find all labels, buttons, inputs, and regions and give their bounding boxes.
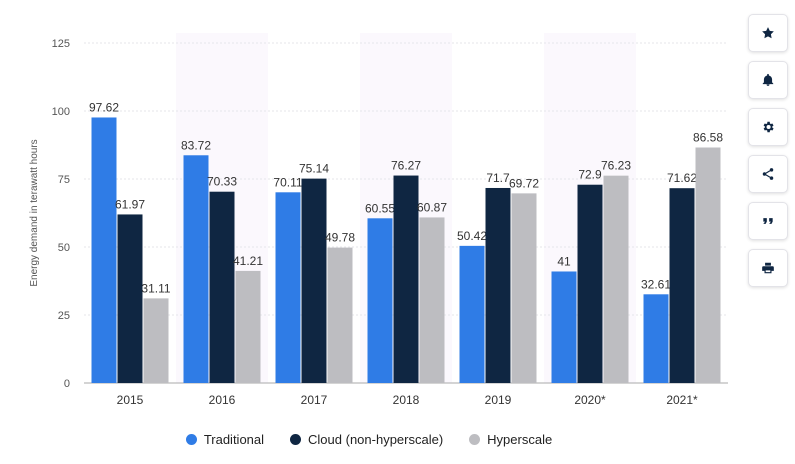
bar[interactable] <box>695 147 721 383</box>
bar[interactable] <box>183 155 209 383</box>
bar[interactable] <box>367 218 393 383</box>
bar[interactable] <box>91 117 117 383</box>
x-tick-label: 2018 <box>393 393 420 407</box>
gear-icon <box>763 121 774 133</box>
data-label: 86.58 <box>693 131 723 145</box>
data-label: 76.27 <box>391 159 421 173</box>
notification-button[interactable] <box>748 61 788 99</box>
data-label: 32.61 <box>641 277 671 291</box>
legend-label: Traditional <box>203 432 265 447</box>
y-tick-label: 75 <box>58 174 70 186</box>
quote-icon <box>763 218 773 224</box>
bar[interactable] <box>603 175 629 383</box>
data-label: 50.42 <box>457 229 487 243</box>
legend-item-cloud[interactable]: Cloud (non-hyperscale) <box>290 432 443 447</box>
bar[interactable] <box>459 245 485 383</box>
bar[interactable] <box>209 191 235 383</box>
bar[interactable] <box>327 247 353 383</box>
bar[interactable] <box>393 175 419 383</box>
legend-marker <box>185 434 197 445</box>
legend-label: Cloud (non-hyperscale) <box>308 432 444 447</box>
data-label: 60.87 <box>417 200 447 214</box>
bar[interactable] <box>143 298 169 383</box>
data-label: 31.11 <box>141 281 170 295</box>
bar[interactable] <box>577 184 603 383</box>
x-tick-label: 2017 <box>301 393 328 407</box>
data-label: 83.72 <box>181 138 211 152</box>
print-icon <box>762 262 774 274</box>
print-button[interactable] <box>748 249 788 287</box>
data-label: 60.55 <box>365 201 395 215</box>
bar[interactable] <box>419 217 445 383</box>
x-tick-label: 2016 <box>209 393 236 407</box>
y-tick-label: 25 <box>58 310 70 322</box>
bar[interactable] <box>643 294 669 383</box>
data-label: 75.14 <box>299 162 329 176</box>
x-tick-label: 2019 <box>485 393 512 407</box>
share-button[interactable] <box>748 155 788 193</box>
y-tick-label: 0 <box>64 378 70 390</box>
cite-button[interactable] <box>748 202 788 240</box>
x-tick-label: 2015 <box>117 393 144 407</box>
data-label: 61.97 <box>115 197 145 211</box>
y-tick-label: 125 <box>52 38 70 50</box>
bar[interactable] <box>235 270 261 383</box>
bar-chart: 0 25 50 75 100 125 Energy demand in terawatt h… <box>29 38 728 407</box>
data-label: 49.78 <box>325 231 355 245</box>
data-label: 76.23 <box>601 159 631 173</box>
data-label: 41.21 <box>233 254 263 268</box>
bar[interactable] <box>485 187 511 383</box>
data-label: 41 <box>557 254 571 268</box>
chart-toolbar <box>748 14 788 287</box>
data-label: 71.62 <box>667 171 697 185</box>
data-label: 72.9 <box>578 168 602 182</box>
legend-item-traditional[interactable]: Traditional <box>185 432 265 447</box>
bar[interactable] <box>551 271 577 383</box>
bar[interactable] <box>301 178 327 383</box>
legend-item-hyperscale[interactable]: Hyperscale <box>469 432 552 447</box>
bar[interactable] <box>511 193 537 383</box>
data-label: 70.11 <box>273 175 302 189</box>
y-axis-title: Energy demand in terawatt hours <box>29 139 40 286</box>
bar[interactable] <box>669 188 695 383</box>
data-label: 70.33 <box>207 175 237 189</box>
bar[interactable] <box>117 214 143 383</box>
legend-label: Hyperscale <box>487 432 553 447</box>
bell-icon <box>762 73 774 86</box>
legend-marker <box>469 434 481 445</box>
share-icon <box>762 168 774 180</box>
settings-button[interactable] <box>748 108 788 146</box>
legend: Traditional Cloud (non-hyperscale) Hyper… <box>0 432 738 447</box>
y-tick-label: 100 <box>52 106 70 118</box>
data-label: 69.72 <box>509 176 539 190</box>
x-tick-label: 2021* <box>666 393 698 407</box>
y-tick-label: 50 <box>58 242 70 254</box>
bar[interactable] <box>275 192 301 383</box>
x-tick-label: 2020* <box>574 393 606 407</box>
data-label: 97.62 <box>89 100 119 114</box>
legend-marker <box>290 434 302 445</box>
favorite-button[interactable] <box>748 14 788 52</box>
star-icon <box>762 27 774 39</box>
data-label: 71.7 <box>486 171 510 185</box>
